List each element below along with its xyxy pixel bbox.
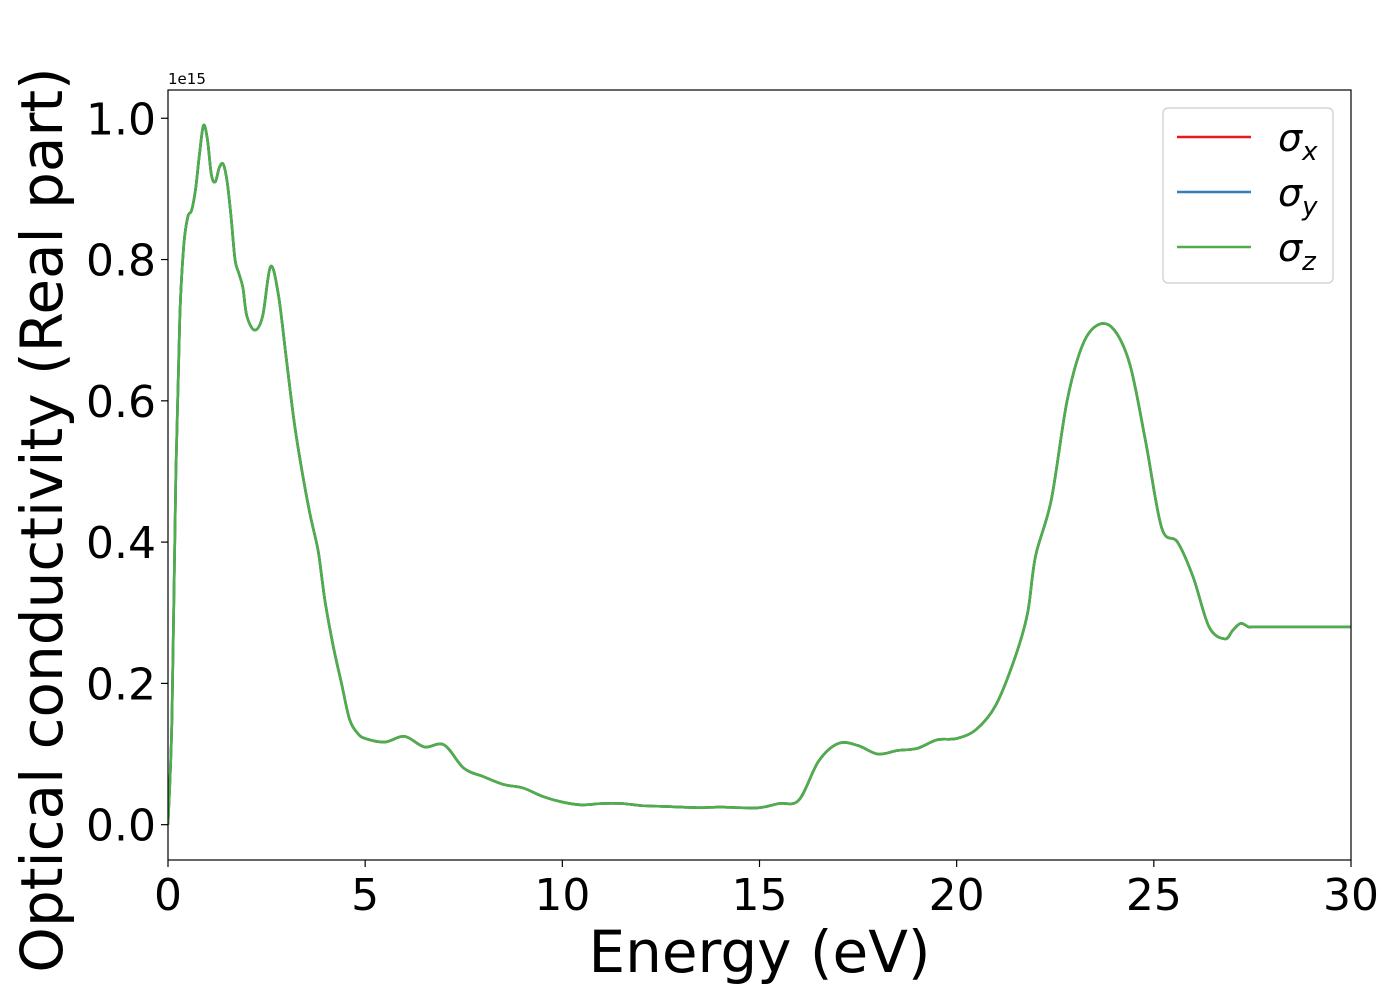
x-tick-label: 10 xyxy=(534,870,590,921)
y-tick-label: 1.0 xyxy=(86,94,156,145)
y-tick-label: 0.2 xyxy=(86,659,156,710)
legend-label: σx xyxy=(1278,116,1318,167)
y-axis-ticks: 0.0 0.2 0.4 0.6 0.8 1.0 xyxy=(86,94,168,852)
y-tick-label: 0.8 xyxy=(86,236,156,287)
x-axis-label: Energy (eV) xyxy=(588,918,930,986)
series-line-2 xyxy=(168,123,1351,825)
x-axis-ticks: 0 5 10 15 20 25 30 xyxy=(154,860,1379,921)
x-tick-label: 25 xyxy=(1126,870,1182,921)
y-axis-label: Optical conductivity (Real part) xyxy=(8,67,76,972)
x-tick-label: 30 xyxy=(1323,870,1379,921)
x-tick-label: 5 xyxy=(351,870,379,921)
x-tick-label: 0 xyxy=(154,870,182,921)
legend-label: σy xyxy=(1278,171,1318,222)
x-tick-label: 15 xyxy=(732,870,788,921)
y-offset-text: 1e15 xyxy=(168,70,206,88)
legend-label: σz xyxy=(1278,226,1317,277)
y-tick-label: 0.0 xyxy=(86,801,156,852)
y-tick-label: 0.6 xyxy=(86,377,156,428)
y-tick-label: 0.4 xyxy=(86,518,156,569)
x-tick-label: 20 xyxy=(929,870,985,921)
series-layer xyxy=(168,123,1351,825)
legend-box xyxy=(1162,107,1334,284)
